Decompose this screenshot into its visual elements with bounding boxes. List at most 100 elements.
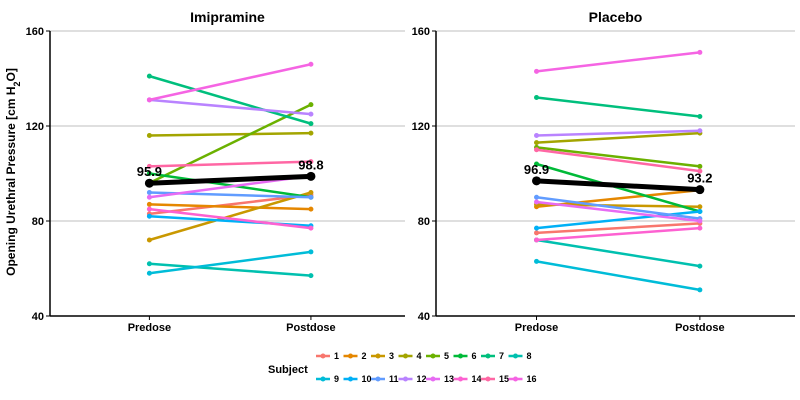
series-line bbox=[148, 203, 313, 211]
legend-label: 10 bbox=[362, 374, 372, 384]
data-point bbox=[146, 163, 152, 169]
data-point bbox=[534, 194, 540, 200]
series-line bbox=[535, 222, 702, 235]
mean-point bbox=[144, 178, 154, 188]
legend-swatch-point bbox=[375, 376, 381, 382]
series-line bbox=[148, 98, 313, 116]
series-subject-8 bbox=[146, 261, 314, 279]
legend-item-7: 7 bbox=[481, 351, 504, 361]
data-point bbox=[697, 204, 703, 210]
data-point bbox=[534, 230, 540, 236]
panel-placebo: Placebo 40 80 120 160 Predose Postdose 96.9 93.2 bbox=[412, 9, 795, 334]
legend-swatch-point bbox=[458, 353, 463, 359]
legend-label: 5 bbox=[444, 351, 449, 361]
legend-label: 4 bbox=[417, 351, 422, 361]
legend-label: 3 bbox=[389, 351, 394, 361]
data-point bbox=[146, 206, 152, 212]
data-point bbox=[534, 237, 540, 243]
data-point bbox=[697, 128, 703, 134]
series-line bbox=[148, 191, 313, 242]
data-point bbox=[534, 68, 540, 74]
data-point bbox=[534, 140, 540, 146]
legend-swatch-point bbox=[320, 376, 326, 382]
legend-swatch-point bbox=[375, 353, 381, 359]
data-point bbox=[146, 270, 152, 276]
y-tick-label: 120 bbox=[412, 121, 430, 133]
series-line bbox=[148, 207, 313, 230]
series-subject-14 bbox=[534, 225, 703, 243]
x-tick-label: Postdose bbox=[286, 322, 336, 334]
series-line bbox=[148, 131, 313, 137]
data-point bbox=[697, 287, 703, 293]
data-point bbox=[308, 159, 314, 165]
data-point bbox=[308, 206, 314, 212]
mean-line bbox=[534, 178, 703, 193]
legend-swatch-point bbox=[403, 353, 408, 359]
mean-label: 95.9 bbox=[137, 164, 162, 179]
data-point bbox=[697, 163, 703, 169]
y-axis-title-sub: 2 bbox=[12, 81, 22, 86]
series-line bbox=[148, 74, 313, 125]
series-line bbox=[148, 160, 313, 168]
data-point bbox=[146, 97, 152, 103]
panel-title: Placebo bbox=[589, 9, 643, 25]
legend-label: 16 bbox=[527, 374, 537, 384]
data-point bbox=[697, 168, 703, 174]
data-point bbox=[146, 190, 152, 195]
legend-item-10: 10 bbox=[343, 374, 372, 384]
series-line bbox=[535, 146, 702, 168]
legend-label: 9 bbox=[334, 374, 339, 384]
y-tick-label: 40 bbox=[418, 311, 430, 323]
legend-label: 13 bbox=[444, 374, 454, 384]
data-point bbox=[308, 225, 314, 231]
series-line bbox=[535, 226, 702, 242]
panel-title: Imipramine bbox=[190, 9, 265, 25]
mean-point bbox=[695, 185, 705, 195]
legend-item-4: 4 bbox=[398, 351, 422, 361]
series-subject-13 bbox=[534, 199, 703, 224]
x-tick-label: Predose bbox=[515, 322, 558, 334]
series-line bbox=[148, 63, 313, 102]
data-point bbox=[308, 61, 314, 67]
legend-item-13: 13 bbox=[426, 374, 454, 384]
legend-item-5: 5 bbox=[426, 351, 449, 361]
mean-label: 98.8 bbox=[298, 157, 323, 172]
legend-swatch-point bbox=[430, 353, 436, 359]
legend-swatch-point bbox=[348, 376, 353, 382]
legend-item-3: 3 bbox=[371, 351, 394, 361]
mean-line-group: 96.9 93.2 bbox=[524, 162, 713, 195]
data-point bbox=[534, 225, 540, 231]
series-line bbox=[148, 250, 313, 275]
legend-label: 15 bbox=[499, 374, 509, 384]
legend-item-2: 2 bbox=[343, 351, 367, 361]
mean-line bbox=[146, 173, 314, 186]
data-point bbox=[697, 49, 703, 55]
data-point bbox=[697, 218, 703, 224]
series-line bbox=[535, 51, 702, 73]
legend-swatch-point bbox=[348, 353, 353, 359]
y-axis-title-main: Opening Urethral Pressure [cm H bbox=[4, 86, 18, 275]
series-line bbox=[535, 238, 702, 268]
legend-label: 2 bbox=[362, 351, 367, 361]
data-point bbox=[308, 130, 314, 136]
legend-label: 1 bbox=[334, 351, 339, 361]
legend-item-12: 12 bbox=[398, 374, 427, 384]
legend-title: Subject bbox=[268, 364, 308, 376]
data-point bbox=[534, 147, 540, 153]
y-tick-label: 80 bbox=[32, 216, 44, 228]
legend-swatch-point bbox=[485, 376, 491, 382]
series-line bbox=[535, 131, 702, 144]
data-point bbox=[534, 161, 540, 167]
legend-item-11: 11 bbox=[371, 374, 399, 384]
data-point bbox=[697, 263, 703, 269]
series-subject-15 bbox=[534, 147, 703, 174]
mean-label: 93.2 bbox=[687, 171, 712, 186]
y-tick-label: 120 bbox=[26, 121, 44, 133]
series-subject-5 bbox=[146, 102, 314, 186]
mean-line-group: 95.9 98.8 bbox=[137, 157, 324, 188]
series-subject-4 bbox=[146, 130, 314, 138]
legend-swatch-point bbox=[458, 376, 463, 382]
series-subject-8 bbox=[534, 237, 703, 269]
